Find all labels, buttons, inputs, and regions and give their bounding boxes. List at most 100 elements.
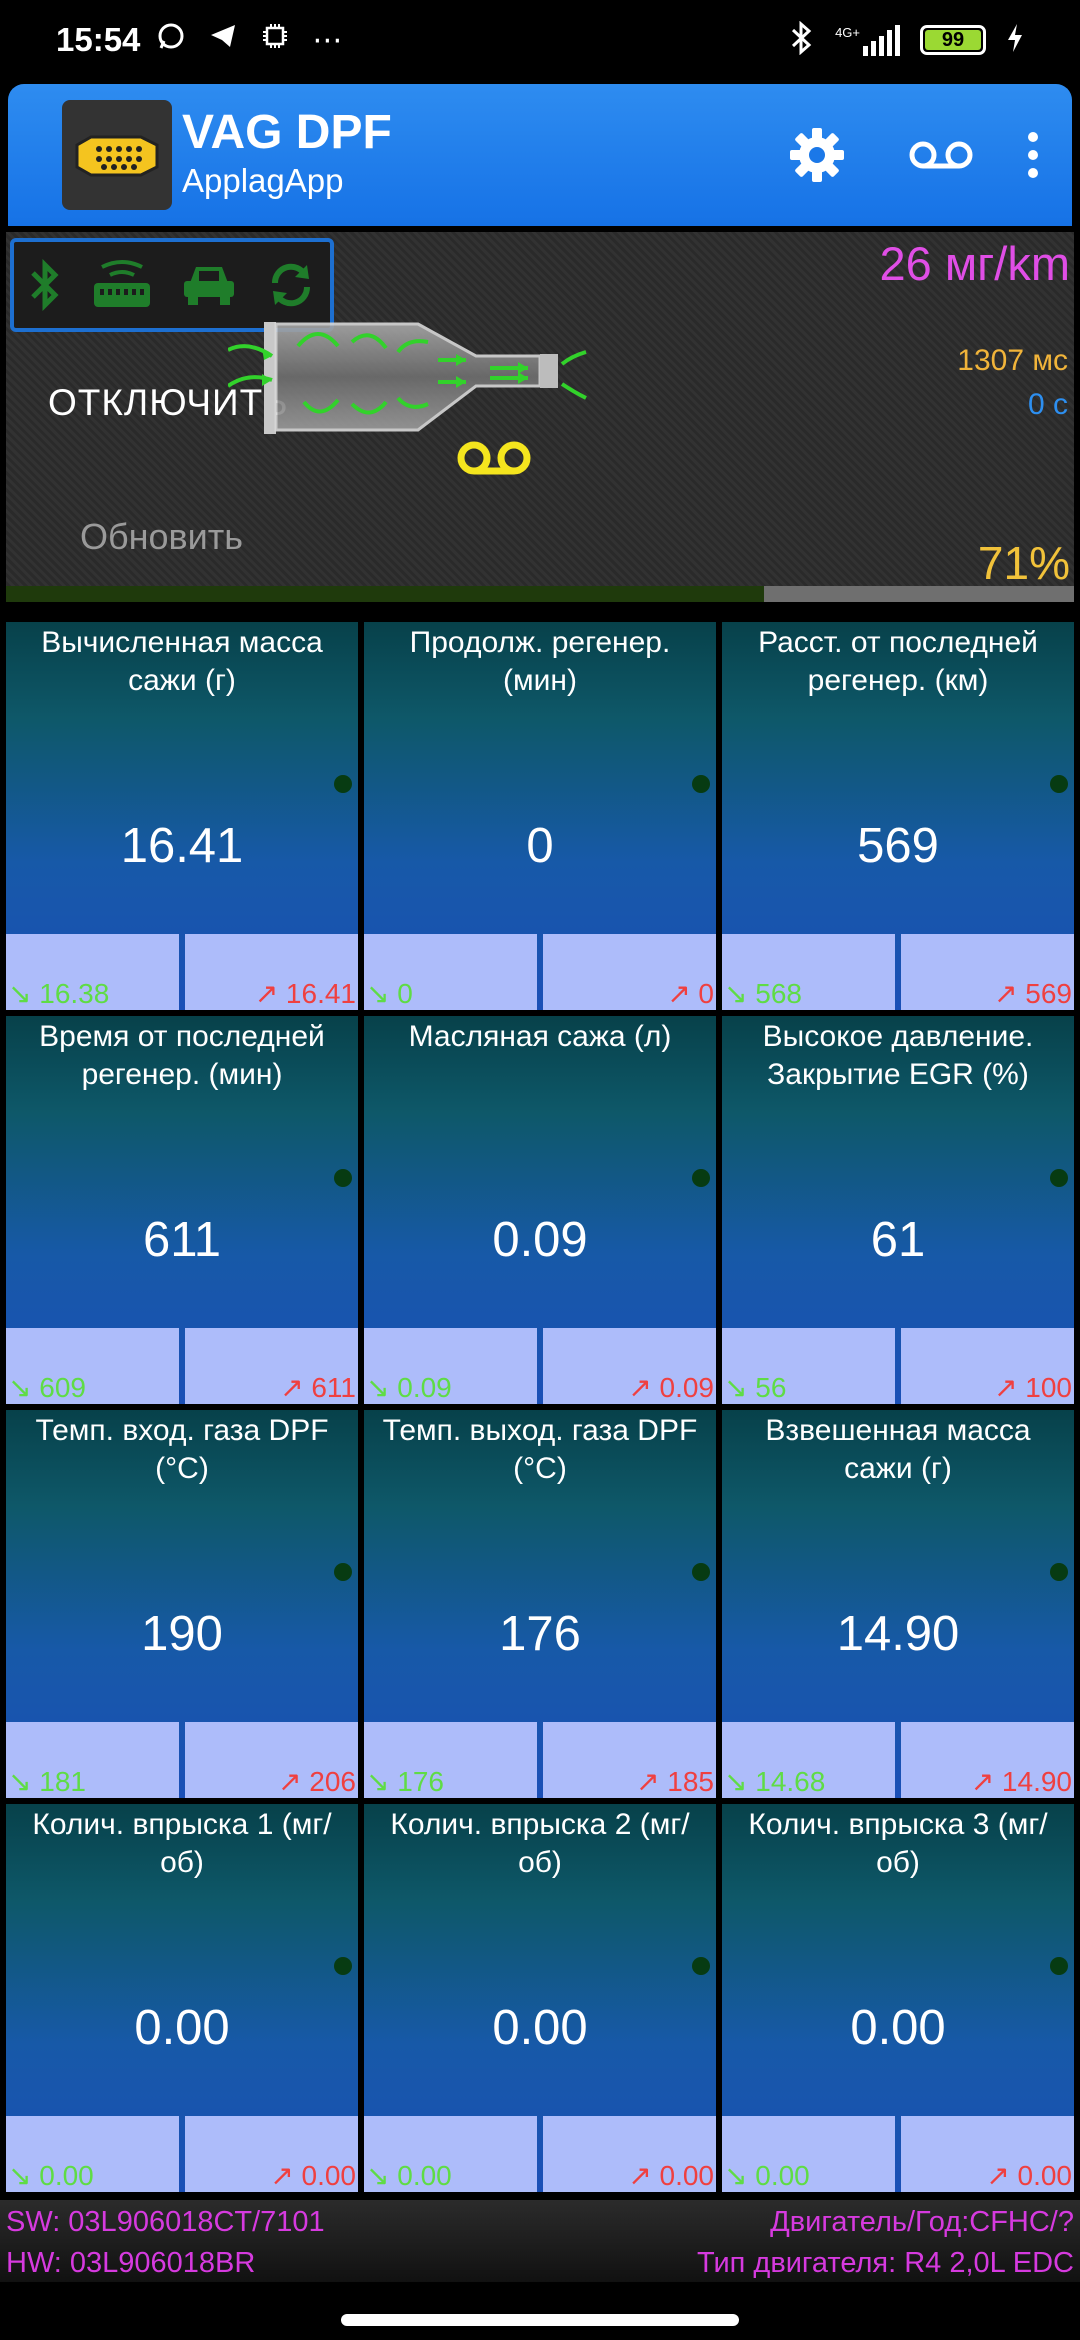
status-dot-icon (1050, 1563, 1068, 1581)
max-box: ↗ 0 (543, 934, 716, 1010)
tile-value: 176 (499, 1607, 581, 1661)
disconnect-button[interactable]: ОТКЛЮЧИТЬ (48, 382, 289, 423)
software-version: SW: 03L906018CT/7101 (6, 2206, 325, 2238)
max-value: ↗ 0.00 (270, 2160, 356, 2191)
home-gesture-bar[interactable] (341, 2314, 739, 2326)
tile-value: 569 (857, 819, 939, 873)
min-box: ↘ 0.00 (6, 2116, 179, 2192)
tile-regen-duration[interactable]: Продолж. регенер. (мин) 0 ↘ 0 ↗ 0 (364, 622, 716, 1010)
tile-distance-since-regen[interactable]: Расст. от последней регенер. (км) 569 ↘ … (722, 622, 1074, 1010)
app-subtitle: ApplagApp (182, 162, 344, 199)
chip-icon (260, 21, 290, 59)
max-value: ↗ 206 (278, 1766, 356, 1797)
refresh-button[interactable]: Обновить (80, 516, 244, 557)
max-value: ↗ 16.41 (254, 978, 356, 1009)
min-value: ↘ 16.38 (8, 978, 110, 1009)
engine-type: Тип двигателя: R4 2,0L EDC (697, 2247, 1074, 2279)
max-box: ↗ 206 (185, 1722, 358, 1798)
tile-injection-qty-3[interactable]: Колич. впрыска 3 (мг/об) 0.00 ↘ 0.00 ↗ 0.… (722, 1804, 1074, 2192)
max-box: ↗ 0.00 (901, 2116, 1074, 2192)
tile-value: 0.00 (850, 2001, 946, 2055)
bluetooth-status-icon (789, 20, 815, 60)
tile-value: 61 (870, 1213, 926, 1267)
tile-injection-qty-2[interactable]: Колич. впрыска 2 (мг/об) 0.00 ↘ 0.00 ↗ 0.… (364, 1804, 716, 2192)
tile-label: Масляная сажа (л) (408, 1020, 672, 1053)
max-box: ↗ 611 (185, 1328, 358, 1404)
min-box: ↘ 16.38 (6, 934, 179, 1010)
status-dot-icon (334, 1169, 352, 1187)
battery-icon: 99 (920, 25, 986, 55)
min-box: ↘ 0.00 (722, 2116, 895, 2192)
whatsapp-icon (156, 21, 186, 59)
tile-value: 16.41 (120, 819, 244, 873)
max-box: ↗ 0.09 (543, 1328, 716, 1404)
signal-icon: 4G+ (835, 24, 900, 56)
status-dot-icon (692, 1563, 710, 1581)
soot-rate: 26 мг/km (879, 237, 1070, 290)
overflow-menu-button[interactable] (1008, 110, 1058, 200)
min-value: ↘ 0.00 (724, 2160, 810, 2191)
app-title: VAG DPF (182, 106, 392, 159)
telegram-icon (208, 21, 238, 59)
min-box: ↘ 56 (722, 1328, 895, 1404)
tile-value: 14.90 (836, 1607, 960, 1661)
charging-icon (1006, 23, 1024, 58)
status-dot-icon (334, 1957, 352, 1975)
elapsed-seconds: 0 с (1027, 388, 1068, 421)
max-value: ↗ 14.90 (970, 1766, 1072, 1797)
min-value: ↘ 181 (8, 1766, 86, 1797)
max-value: ↗ 0 (667, 978, 714, 1009)
tile-dpf-inlet-temp[interactable]: Темп. вход. газа DPF (°C) 190 ↘ 181 ↗ 206 (6, 1410, 358, 1798)
tile-label: Взвешенная масса сажи (г) (765, 1414, 1031, 1485)
max-box: ↗ 0.00 (185, 2116, 358, 2192)
max-box: ↗ 16.41 (185, 934, 358, 1010)
engine-code: Двигатель/Год:CFHC/? (770, 2206, 1074, 2238)
tile-value: 611 (142, 1213, 222, 1267)
tile-value: 190 (141, 1607, 223, 1661)
connection-status (10, 238, 334, 332)
tile-weighted-soot-mass[interactable]: Взвешенная масса сажи (г) 14.90 ↘ 14.68 ↗… (722, 1410, 1074, 1798)
tile-label: Темп. вход. газа DPF (°C) (35, 1414, 329, 1485)
tile-egr-closure[interactable]: Высокое давление. Закрытие EGR (%) 61 ↘ … (722, 1016, 1074, 1404)
min-value: ↘ 568 (724, 978, 802, 1009)
tile-value: 0 (526, 819, 554, 873)
status-dot-icon (1050, 1169, 1068, 1187)
tile-injection-qty-1[interactable]: Колич. впрыска 1 (мг/об) 0.00 ↘ 0.00 ↗ 0.… (6, 1804, 358, 2192)
max-value: ↗ 0.09 (628, 1372, 714, 1403)
status-dot-icon (692, 1169, 710, 1187)
app-bar: VAG DPF ApplagApp (8, 84, 1072, 226)
tile-label: Расст. от последней регенер. (км) (758, 626, 1038, 697)
tile-dpf-outlet-temp[interactable]: Темп. выход. газа DPF (°C) 176 ↘ 176 ↗ 18… (364, 1410, 716, 1798)
status-dot-icon (334, 775, 352, 793)
tile-calculated-soot-mass[interactable]: Вычисленная масса сажи (г) 16.41 ↘ 16.38… (6, 622, 358, 1010)
tile-label: Колич. впрыска 3 (мг/об) (748, 1808, 1048, 1879)
obd-adapter-icon (93, 260, 150, 307)
min-box: ↘ 568 (722, 934, 895, 1010)
tile-oil-soot[interactable]: Масляная сажа (л) 0.09 ↘ 0.09 ↗ 0.09 (364, 1016, 716, 1404)
max-value: ↗ 569 (994, 978, 1072, 1009)
car-icon (184, 267, 235, 305)
ecu-info-footer: SW: 03L906018CT/7101 HW: 03L906018BR Дви… (0, 2200, 1080, 2282)
bluetooth-icon (31, 259, 59, 311)
voicemail-icon (909, 141, 973, 169)
min-box: ↘ 14.68 (722, 1722, 895, 1798)
dpf-logo-icon (62, 100, 172, 210)
tile-label: Вычисленная масса сажи (г) (41, 626, 323, 697)
status-dot-icon (692, 1957, 710, 1975)
status-dot-icon (334, 1563, 352, 1581)
status-dot-icon (1050, 775, 1068, 793)
max-box: ↗ 569 (901, 934, 1074, 1010)
max-value: ↗ 0.00 (986, 2160, 1072, 2191)
settings-button[interactable] (772, 110, 862, 200)
status-dot-icon (1050, 1957, 1068, 1975)
record-button[interactable] (896, 110, 986, 200)
hardware-version: HW: 03L906018BR (6, 2247, 256, 2279)
min-value: ↘ 609 (8, 1372, 86, 1403)
tile-value: 0.00 (492, 2001, 588, 2055)
tile-label: Продолж. регенер. (мин) (409, 626, 671, 697)
max-value: ↗ 100 (994, 1372, 1072, 1403)
max-box: ↗ 0.00 (543, 2116, 716, 2192)
tile-time-since-regen[interactable]: Время от последней регенер. (мин) 611 ↘ … (6, 1016, 358, 1404)
max-box: ↗ 185 (543, 1722, 716, 1798)
min-box: ↘ 0.09 (364, 1328, 537, 1404)
